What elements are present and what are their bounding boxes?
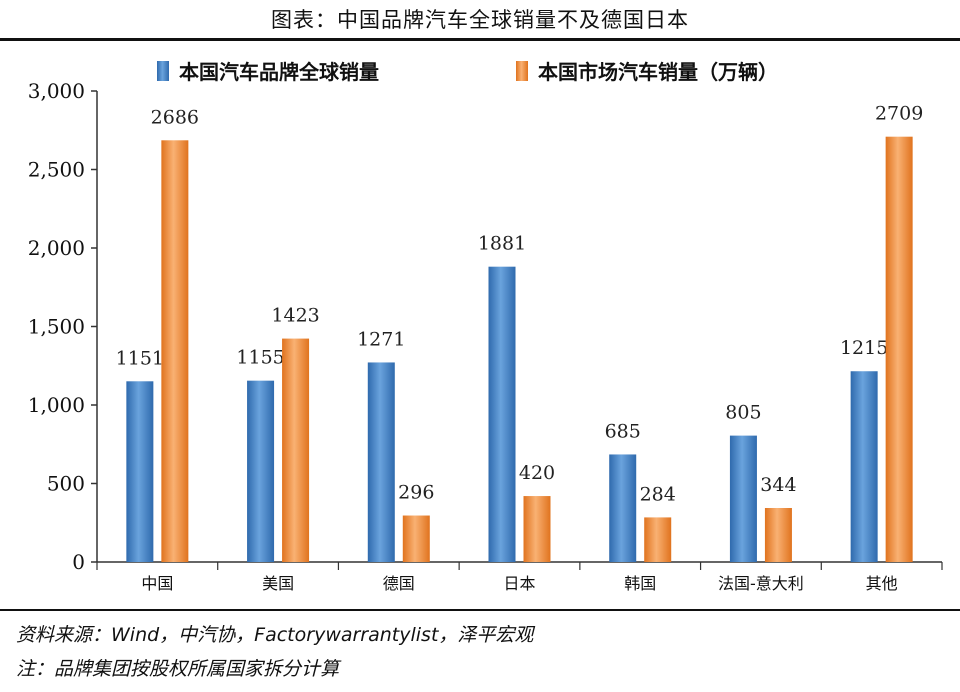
- x-tick-label: 法国-意大利: [718, 574, 804, 593]
- data-label: 2686: [151, 106, 199, 128]
- y-tick-label: 1,000: [28, 393, 85, 417]
- data-label: 1151: [116, 347, 164, 369]
- chart-title: 图表：中国品牌汽车全球销量不及德国日本: [271, 8, 689, 32]
- bar-domestic-market-sales: [523, 496, 551, 562]
- data-label: 2709: [875, 103, 923, 125]
- bar-domestic-brand-global-sales: [488, 266, 516, 562]
- data-label: 344: [760, 474, 796, 496]
- legend-swatch: [516, 61, 528, 81]
- x-tick-label: 美国: [262, 574, 294, 593]
- legend-label: 本国市场汽车销量（万辆）: [538, 60, 778, 84]
- legend-swatch: [157, 61, 169, 81]
- data-label: 1155: [236, 347, 284, 369]
- y-tick-label: 1,500: [28, 315, 85, 339]
- title-rule: [0, 38, 960, 41]
- x-tick-label: 日本: [503, 574, 535, 593]
- y-tick-label: 2,500: [28, 158, 85, 182]
- x-tick-label: 中国: [141, 574, 173, 593]
- x-tick-label: 其他: [866, 574, 898, 593]
- x-tick-label: 德国: [383, 574, 415, 593]
- y-tick-label: 2,000: [28, 236, 85, 260]
- bar-domestic-market-sales: [161, 140, 189, 562]
- data-label: 1881: [478, 233, 526, 255]
- bar-domestic-market-sales: [402, 515, 430, 562]
- bar-domestic-brand-global-sales: [247, 380, 275, 562]
- bar-domestic-brand-global-sales: [609, 454, 637, 562]
- x-tick-label: 韩国: [624, 574, 656, 593]
- source-note: 资料来源：Wind，中汽协，Factorywarrantylist，泽平宏观: [16, 624, 534, 646]
- data-label: 284: [640, 483, 676, 505]
- data-label: 296: [398, 482, 434, 504]
- data-label: 1423: [271, 305, 319, 327]
- bar-domestic-brand-global-sales: [367, 362, 395, 562]
- data-label: 420: [519, 462, 555, 484]
- bar-domestic-market-sales: [885, 136, 913, 562]
- y-tick-label: 3,000: [28, 79, 85, 103]
- data-label: 1215: [840, 337, 888, 359]
- footnote: 注：品牌集团按股权所属国家拆分计算: [16, 658, 340, 680]
- y-tick-label: 500: [47, 472, 85, 496]
- data-label: 805: [725, 402, 761, 424]
- bar-domestic-brand-global-sales: [729, 435, 757, 562]
- bar-domestic-brand-global-sales: [126, 381, 154, 562]
- legend-label: 本国汽车品牌全球销量: [179, 60, 379, 84]
- bar-chart: 0 500 1,000 1,500 2,000 2,500 3,000 中国 美国 德国 日本 韩国 法…: [28, 60, 943, 593]
- y-tick-label: 0: [72, 550, 85, 574]
- bar-domestic-market-sales: [764, 507, 792, 562]
- source-rule: [0, 609, 960, 611]
- bar-domestic-brand-global-sales: [850, 371, 878, 562]
- bar-domestic-market-sales: [282, 338, 310, 562]
- bar-domestic-market-sales: [644, 517, 672, 562]
- data-label: 685: [605, 420, 641, 442]
- data-label: 1271: [357, 328, 405, 350]
